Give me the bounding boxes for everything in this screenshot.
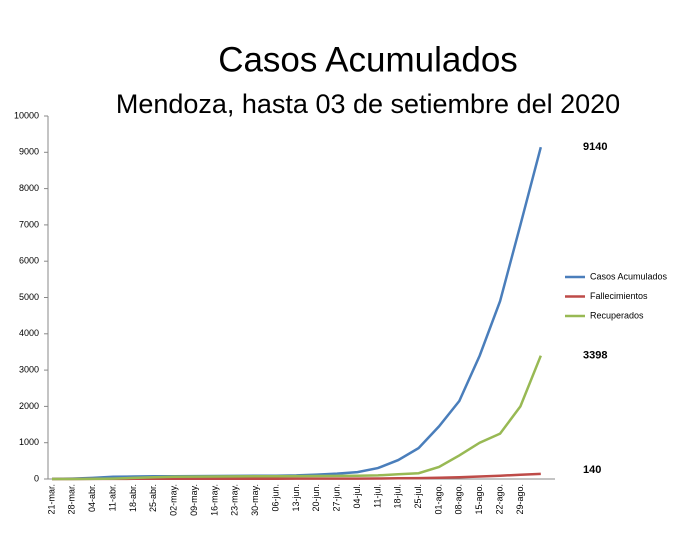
chart-title: Casos Acumulados	[218, 40, 518, 79]
x-tick-label: 25-jul.	[413, 484, 423, 509]
x-tick-label: 16-may.	[209, 484, 219, 516]
series-line	[51, 146, 543, 481]
legend-label: Fallecimientos	[590, 291, 648, 301]
y-tick-label: 2000	[19, 401, 39, 411]
x-tick-label: 02-may.	[169, 484, 179, 516]
y-tick-label: 9000	[19, 147, 39, 157]
legend-label: Casos Acumulados	[590, 271, 668, 281]
x-tick-label: 18-abr.	[128, 484, 138, 512]
x-tick-label: 29-ago.	[515, 484, 525, 515]
x-tick-label: 22-ago.	[494, 484, 504, 515]
end-label: 140	[583, 464, 601, 476]
x-tick-label: 01-ago.	[433, 484, 443, 515]
chart-subtitle: Mendoza, hasta 03 de setiembre del 2020	[116, 89, 620, 119]
x-tick-label: 15-ago.	[474, 484, 484, 515]
y-tick-label: 3000	[19, 364, 39, 374]
y-tick-label: 1000	[19, 437, 39, 447]
y-tick-label: 7000	[19, 219, 39, 229]
x-tick-label: 25-abr.	[148, 484, 158, 512]
x-tick-label: 04-abr.	[87, 484, 97, 512]
series-line	[52, 355, 542, 481]
x-tick-label: 23-may.	[230, 484, 240, 516]
x-tick-label: 06-jun.	[270, 484, 280, 512]
y-tick-label: 6000	[19, 256, 39, 266]
y-tick-label: 4000	[19, 328, 39, 338]
x-tick-label: 20-jun.	[311, 484, 321, 512]
y-tick-label: 5000	[19, 292, 39, 302]
x-tick-label: 04-jul.	[352, 484, 362, 509]
x-tick-label: 21-mar.	[46, 484, 56, 515]
x-tick-label: 28-mar.	[67, 484, 77, 515]
end-label: 3398	[583, 350, 607, 362]
legend-label: Recuperados	[590, 310, 644, 320]
y-tick-label: 0	[34, 473, 39, 483]
x-tick-label: 13-jun.	[291, 484, 301, 512]
x-tick-label: 08-ago.	[454, 484, 464, 515]
x-tick-label: 30-may.	[250, 484, 260, 516]
x-tick-label: 18-jul.	[393, 484, 403, 509]
x-tick-label: 11-abr.	[107, 484, 117, 511]
x-tick-label: 11-jul.	[372, 484, 382, 508]
y-tick-label: 10000	[14, 110, 39, 120]
end-label: 9140	[583, 141, 607, 153]
x-tick-label: 09-may.	[189, 484, 199, 516]
y-tick-label: 8000	[19, 183, 39, 193]
x-tick-label: 27-jun.	[332, 484, 342, 512]
